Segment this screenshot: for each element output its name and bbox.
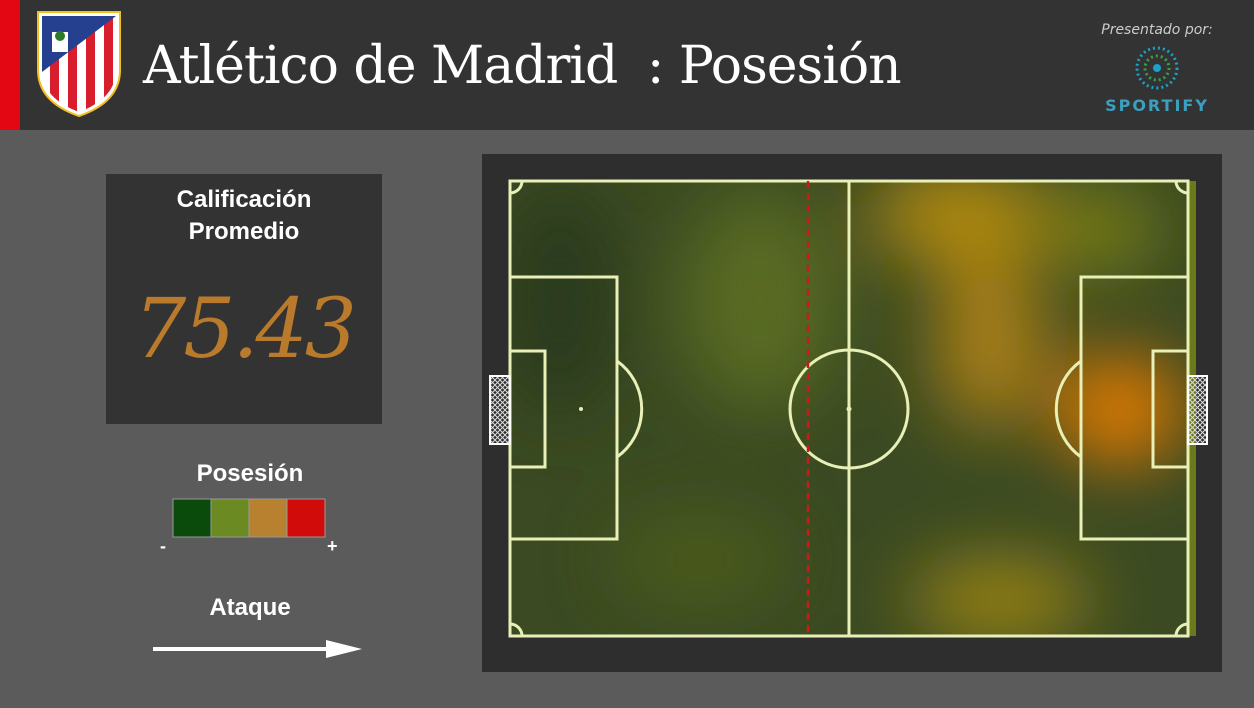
goals-part	[489, 375, 511, 445]
sponsor-logo-part	[1135, 46, 1179, 90]
center-spot	[846, 406, 852, 412]
color-scale	[172, 498, 326, 538]
color-scale-part	[248, 498, 288, 538]
goals	[489, 375, 1208, 445]
rating-value: 75.43	[134, 282, 357, 377]
sponsor-logo-part	[1143, 54, 1171, 82]
pitch-lines-part	[509, 180, 524, 195]
sponsor-logo-part	[1153, 64, 1161, 72]
heatmap-part-part	[680, 190, 840, 410]
crest-part-part	[86, 16, 95, 112]
heatmap-part-part	[935, 250, 1045, 430]
heatmap-part-part	[870, 181, 1050, 265]
color-scale-part	[172, 498, 212, 538]
goals-part	[1187, 375, 1208, 445]
crest-part-part	[55, 31, 65, 41]
pitch-lines-part	[1054, 359, 1082, 459]
attack-arrow	[153, 640, 362, 658]
sponsor-name: SPORTIFY	[1105, 96, 1209, 115]
color-scale-part	[210, 498, 250, 538]
title: Atlético de Madrid : Posesión	[143, 36, 902, 96]
crest-part	[42, 16, 116, 112]
title-topic: : Posesión	[646, 36, 902, 96]
color-scale-part	[286, 498, 326, 538]
pitch-lines-part	[788, 348, 910, 470]
heatmap-part-part	[610, 510, 790, 610]
crest-part-part	[68, 16, 77, 112]
sponsor-logo	[1135, 46, 1179, 90]
penalty-spot	[579, 407, 583, 411]
heatmap-part-part	[1055, 355, 1185, 465]
rating-label-line: Promedio	[188, 218, 300, 245]
pitch-lines-part	[509, 622, 524, 637]
attack-arrow-part	[326, 640, 362, 658]
crest	[37, 11, 121, 118]
sponsor-label: Presentado por:	[1101, 22, 1213, 38]
heatmap-part-part	[910, 560, 1090, 636]
crest-part-part	[50, 16, 59, 112]
legend-title: Posesión	[196, 460, 304, 487]
crest-part-part	[104, 16, 113, 112]
pitch-lines-part	[1174, 622, 1189, 637]
legend-high: +	[327, 536, 338, 556]
title-team: Atlético de Madrid	[143, 36, 618, 96]
direction-label: Ataque	[209, 594, 291, 621]
header-bar	[0, 0, 1254, 130]
crest-part-part	[42, 16, 116, 72]
pitch-lines-part	[616, 359, 644, 459]
rating-box	[106, 174, 382, 424]
heatmap-part-part	[510, 181, 620, 420]
heatmap-part	[510, 181, 1185, 636]
rating-label-line: Calificación	[176, 186, 312, 213]
heatmap	[510, 181, 1196, 636]
rating-label: Calificación Promedio	[106, 184, 382, 248]
pitch-lines-part	[1174, 180, 1189, 195]
heatmap-part-part	[1040, 190, 1160, 270]
header-accent	[0, 0, 20, 130]
legend-low: -	[160, 536, 166, 556]
